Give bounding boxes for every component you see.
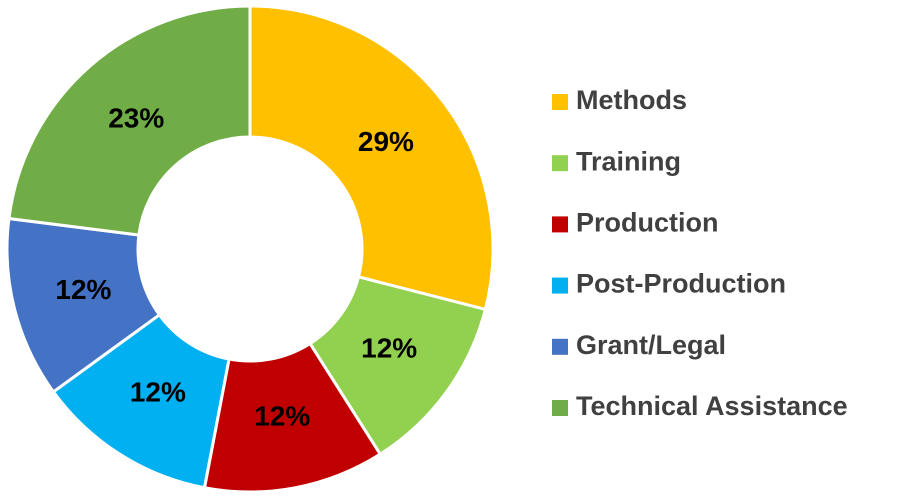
data-label: 23%: [108, 102, 164, 133]
legend-label: Grant/Legal: [576, 330, 726, 360]
donut-segment: [51, 312, 231, 490]
legend-swatch: [552, 277, 568, 294]
data-label: 12%: [55, 274, 111, 305]
legend-swatch: [552, 338, 568, 355]
legend-swatch: [552, 155, 568, 172]
legend-label: Methods: [576, 85, 687, 115]
data-label: 12%: [130, 377, 186, 408]
data-label: 29%: [358, 126, 414, 157]
donut-segment: [248, 4, 495, 312]
donut-segment: [5, 216, 162, 394]
donut-segment: [7, 4, 252, 237]
legend-label: Production: [576, 208, 719, 238]
data-label: 12%: [361, 332, 417, 363]
legend-swatch: [552, 400, 568, 416]
data-label: 12%: [254, 400, 310, 431]
donut-segment: [202, 341, 383, 494]
legend-label: Post-Production: [576, 269, 786, 299]
legend-swatch: [552, 94, 568, 110]
legend-swatch: [552, 216, 568, 233]
legend-label: Training: [576, 146, 681, 176]
legend-label: Technical Assistance: [576, 391, 848, 421]
donut-segment: [307, 275, 488, 457]
